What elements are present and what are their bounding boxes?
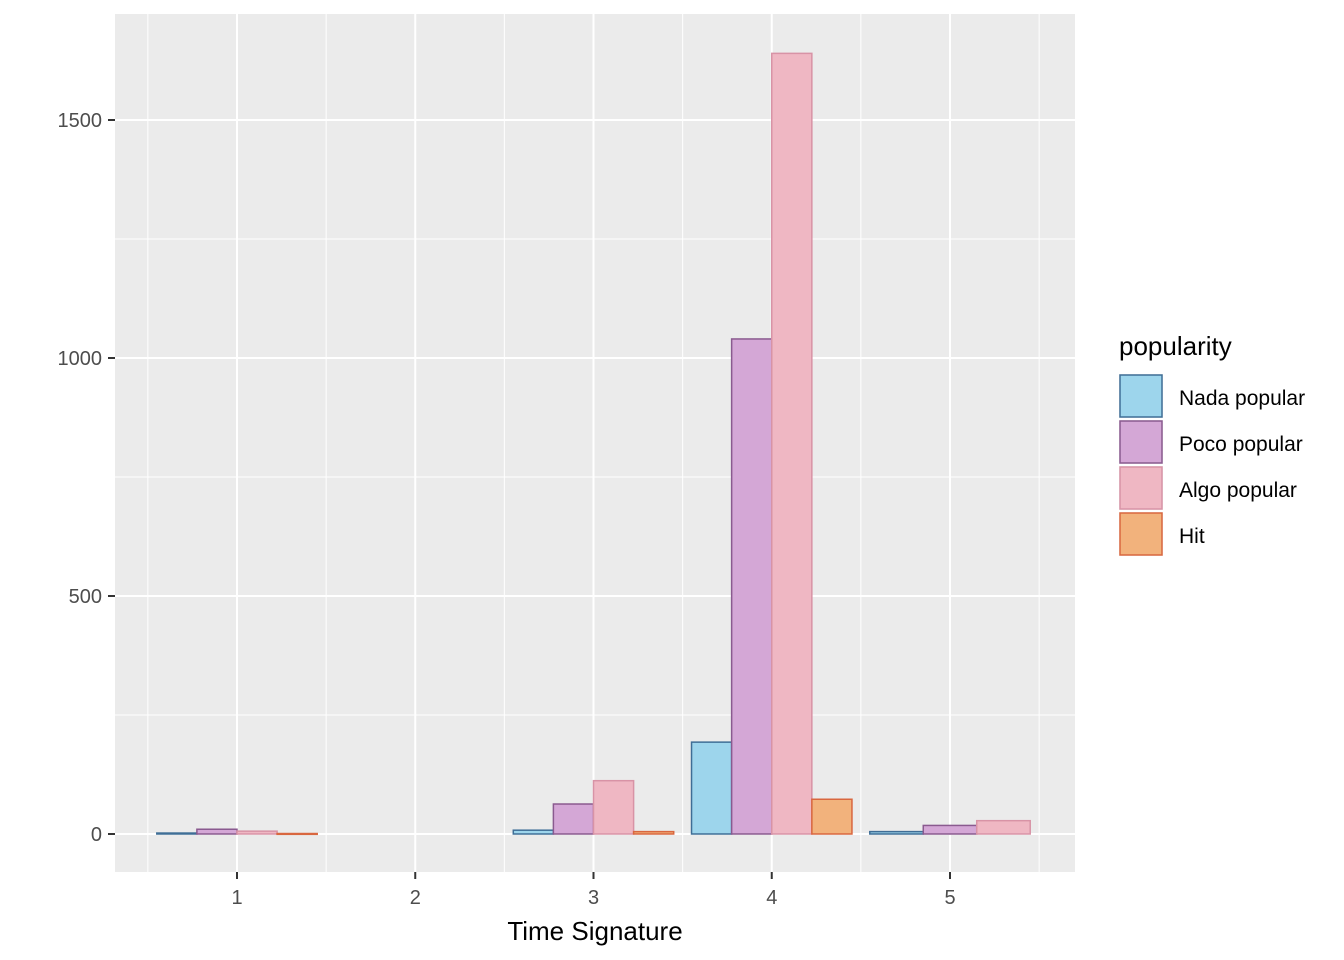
panel-background [115, 14, 1075, 872]
y-tick-label: 0 [91, 824, 102, 846]
legend-title: popularity [1119, 331, 1232, 361]
bars-group [156, 52, 1031, 836]
x-tick-label: 3 [588, 887, 599, 909]
minor-gridlines [115, 14, 1075, 872]
bar [811, 798, 853, 835]
bar [869, 830, 925, 835]
bar [236, 830, 278, 835]
bar [276, 832, 318, 836]
legend-label: Algo popular [1179, 479, 1297, 502]
y-tick-label: 500 [69, 586, 102, 608]
y-tick-label: 1000 [58, 348, 103, 370]
bar [632, 830, 675, 835]
x-tick-label: 1 [231, 887, 242, 909]
y-tick-label: 1500 [58, 110, 103, 132]
legend-label: Poco popular [1179, 433, 1303, 456]
x-tick-label: 4 [766, 887, 777, 909]
legend-items: Nada popular Poco popular Algo popular Hit [1119, 374, 1305, 556]
bar [156, 832, 198, 835]
bar [975, 819, 1031, 835]
bar [771, 52, 813, 835]
bar [690, 741, 733, 835]
legend-swatch [1119, 420, 1163, 464]
x-axis: 1 2 3 4 5 [231, 872, 956, 909]
bar [512, 829, 555, 835]
x-axis-title: Time Signature [507, 916, 682, 946]
legend-swatch [1119, 466, 1163, 510]
bar [592, 779, 635, 835]
y-axis: 0 500 1000 1500 [58, 110, 115, 846]
legend: popularity Nada popular Poco popular Algo … [1119, 331, 1305, 556]
legend-label: Nada popular [1179, 387, 1305, 410]
bar [922, 824, 978, 835]
bar [196, 828, 238, 835]
legend-label: Hit [1179, 525, 1205, 548]
legend-swatch [1119, 374, 1163, 418]
x-tick-label: 5 [944, 887, 955, 909]
bar [552, 803, 595, 835]
bar [730, 338, 773, 835]
legend-swatch [1119, 512, 1163, 556]
x-tick-label: 2 [410, 887, 421, 909]
